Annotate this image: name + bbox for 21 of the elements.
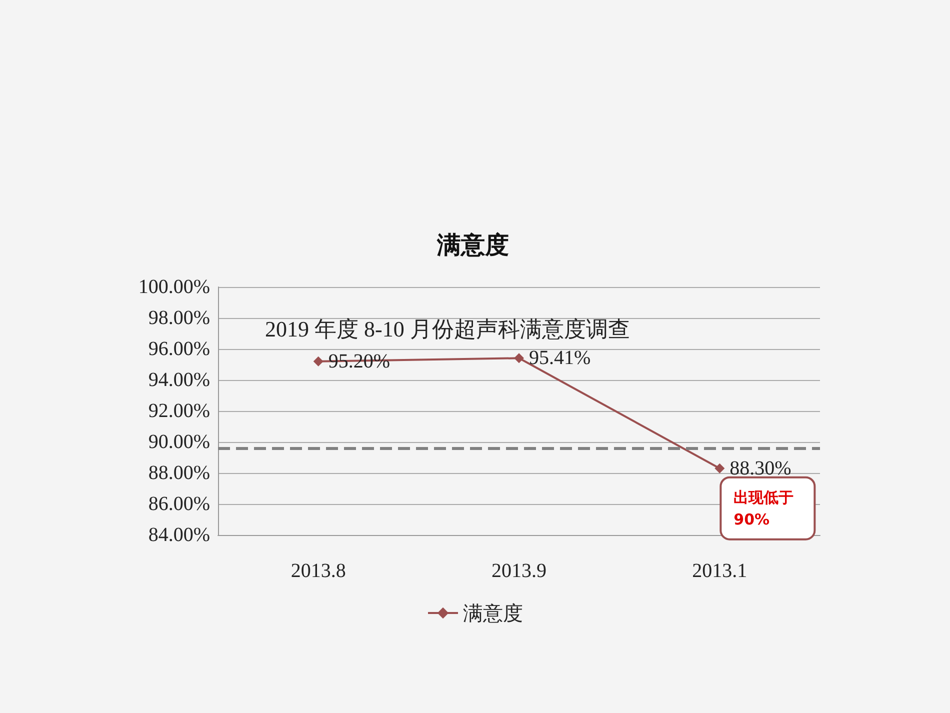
point bbox=[714, 463, 725, 474]
point bbox=[313, 356, 324, 366]
y-tick-label: 92.00% bbox=[148, 400, 210, 422]
point bbox=[514, 353, 524, 364]
y-tick-label: 94.00% bbox=[148, 369, 210, 391]
annotation: 2019 年度 8-10 月份超声科满意度调查 bbox=[265, 316, 630, 342]
data-label: 95.41% bbox=[529, 347, 591, 370]
y-tick-label: 96.00% bbox=[148, 338, 210, 360]
x-tick-label: 2013.1 bbox=[692, 560, 748, 582]
chart-title: 满意度 bbox=[436, 231, 509, 259]
annotation: 出现低于90% bbox=[734, 488, 794, 528]
y-tick-label: 98.00% bbox=[148, 307, 210, 329]
y-tick-label: 88.00% bbox=[148, 462, 210, 484]
y-tick-label: 86.00% bbox=[148, 493, 210, 515]
x-tick-label: 2013.9 bbox=[492, 560, 546, 582]
data-label: 88.30% bbox=[730, 457, 792, 480]
y-tick-label: 100.00% bbox=[138, 276, 210, 298]
y-tick-label: 84.00% bbox=[148, 524, 210, 546]
x-tick-label: 2013.8 bbox=[290, 560, 346, 582]
legend-label: 满意度 bbox=[463, 601, 523, 625]
y-tick-label: 90.00% bbox=[148, 431, 210, 453]
